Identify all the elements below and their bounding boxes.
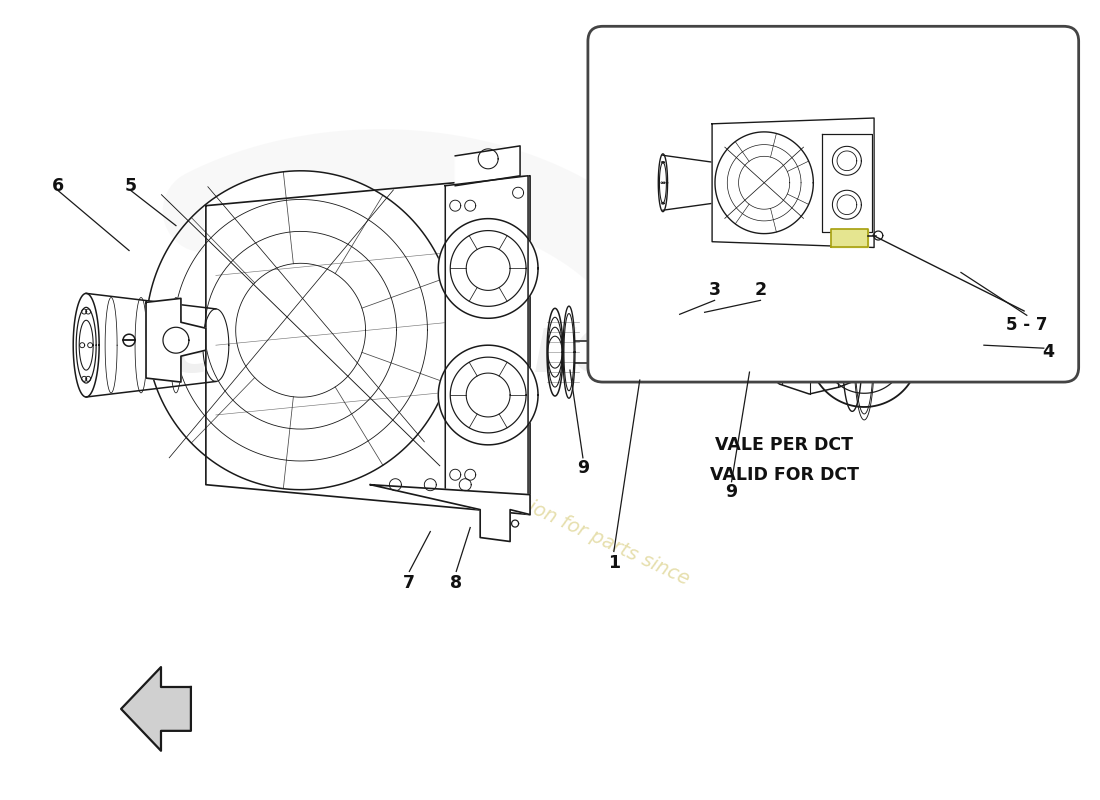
Text: VALID FOR DCT: VALID FOR DCT: [710, 466, 859, 484]
Text: 8: 8: [450, 574, 462, 592]
Polygon shape: [438, 345, 538, 445]
Polygon shape: [634, 310, 642, 318]
Polygon shape: [810, 298, 920, 407]
Polygon shape: [202, 309, 229, 382]
Polygon shape: [146, 298, 206, 382]
Polygon shape: [822, 134, 872, 232]
Polygon shape: [833, 190, 861, 219]
Text: 3: 3: [708, 282, 720, 299]
FancyBboxPatch shape: [587, 26, 1079, 382]
Text: 5: 5: [125, 177, 138, 194]
Polygon shape: [830, 229, 868, 247]
Polygon shape: [712, 118, 874, 247]
Text: 6: 6: [52, 177, 64, 194]
Text: eurospares: eurospares: [166, 311, 674, 389]
Polygon shape: [206, 176, 530, 514]
Polygon shape: [755, 310, 865, 394]
Polygon shape: [205, 171, 455, 490]
Text: 7: 7: [404, 574, 416, 592]
Text: 5 - 7: 5 - 7: [1006, 316, 1047, 334]
Polygon shape: [371, 485, 530, 542]
Polygon shape: [833, 146, 861, 175]
Polygon shape: [446, 176, 528, 505]
Polygon shape: [547, 308, 563, 396]
Polygon shape: [575, 342, 755, 363]
Polygon shape: [715, 132, 813, 234]
Text: 1: 1: [608, 554, 620, 573]
Polygon shape: [658, 154, 668, 212]
Text: 9: 9: [576, 458, 588, 477]
Text: a passion for parts since: a passion for parts since: [468, 470, 692, 589]
Text: 9: 9: [726, 482, 738, 501]
Polygon shape: [563, 306, 575, 398]
Polygon shape: [121, 667, 191, 750]
Polygon shape: [74, 294, 99, 397]
Text: 4: 4: [1043, 343, 1055, 361]
Polygon shape: [993, 330, 1024, 374]
Polygon shape: [843, 293, 862, 411]
Polygon shape: [455, 146, 520, 186]
Polygon shape: [438, 218, 538, 318]
Text: VALE PER DCT: VALE PER DCT: [715, 436, 854, 454]
Text: 2: 2: [755, 282, 767, 299]
